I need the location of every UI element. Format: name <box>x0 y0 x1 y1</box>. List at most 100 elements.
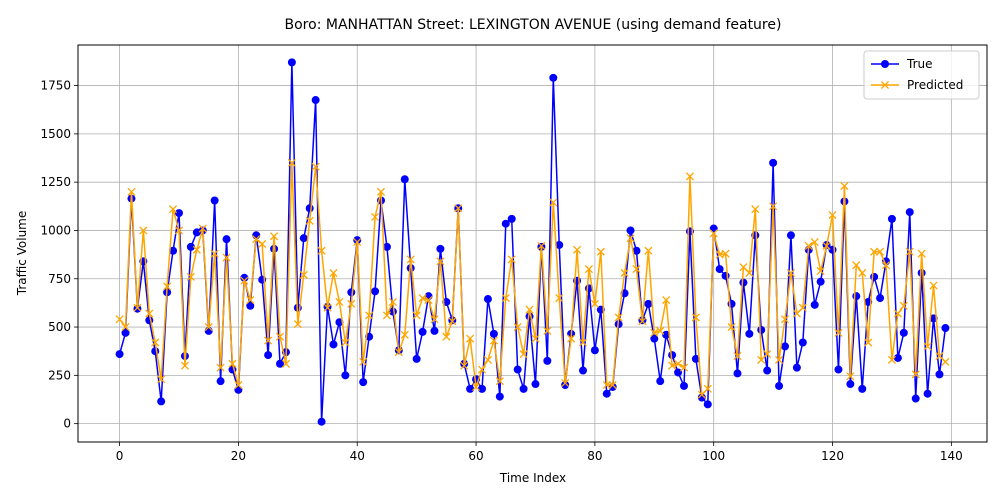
chart-title: Boro: MANHATTAN Street: LEXINGTON AVENUE… <box>285 17 782 33</box>
data-point <box>365 311 374 320</box>
legend-item: True <box>871 57 933 71</box>
data-point <box>584 265 594 274</box>
legend-box <box>863 50 980 100</box>
data-point <box>525 305 534 314</box>
data-point <box>275 332 285 341</box>
data-point <box>852 292 861 301</box>
data-point <box>460 361 469 370</box>
data-point <box>858 268 867 278</box>
data-point <box>870 247 879 256</box>
data-point <box>323 303 332 312</box>
data-point <box>133 304 142 313</box>
data-point <box>929 281 938 290</box>
data-point <box>644 246 653 255</box>
data-point <box>234 380 243 390</box>
data-point <box>572 245 582 254</box>
data-point <box>151 338 160 347</box>
x-tick-label: 120 <box>821 449 844 463</box>
data-point <box>115 315 124 324</box>
data-point <box>656 377 665 386</box>
x-tick-label: 60 <box>468 449 483 463</box>
data-point <box>709 229 718 238</box>
data-point <box>501 294 510 303</box>
data-point <box>240 276 249 285</box>
x-tick-label: 140 <box>940 449 963 463</box>
legend-item: Predicted <box>871 78 963 92</box>
data-point <box>691 313 700 322</box>
data-point <box>317 246 326 255</box>
data-point <box>264 351 273 360</box>
data-point <box>269 232 279 241</box>
data-point <box>543 356 552 365</box>
data-point <box>769 202 778 211</box>
data-point <box>139 226 148 235</box>
data-point <box>507 214 516 223</box>
data-point <box>852 261 861 270</box>
data-point <box>775 381 784 390</box>
data-point <box>763 366 772 375</box>
data-point <box>763 350 772 359</box>
data-point <box>305 204 314 213</box>
x-axis-label: Time Index <box>499 471 566 485</box>
data-point <box>175 209 183 218</box>
legend-label: Predicted <box>907 78 963 92</box>
data-point <box>293 320 302 329</box>
data-point <box>864 338 873 347</box>
data-point <box>347 299 356 308</box>
data-point <box>840 181 849 191</box>
data-point <box>501 219 510 228</box>
data-point <box>204 322 213 332</box>
data-point <box>781 342 789 351</box>
data-point <box>739 278 748 287</box>
data-point <box>935 370 944 379</box>
data-point <box>537 241 546 250</box>
y-tick-label: 1750 <box>40 79 71 93</box>
data-point <box>246 301 255 310</box>
data-point <box>305 216 314 225</box>
data-point <box>252 231 261 240</box>
data-point <box>721 271 730 280</box>
data-point <box>281 359 291 368</box>
series-line <box>118 61 947 423</box>
data-point <box>875 247 885 256</box>
data-point <box>668 361 677 370</box>
data-point <box>210 249 219 258</box>
data-point <box>299 270 308 279</box>
data-point <box>602 389 611 398</box>
data-point <box>620 268 629 278</box>
data-point <box>810 300 819 309</box>
data-point <box>774 355 784 364</box>
data-point <box>941 357 950 366</box>
data-point <box>359 357 368 366</box>
data-point <box>567 334 576 343</box>
data-point <box>287 58 296 67</box>
data-point <box>519 350 528 359</box>
data-point <box>180 361 190 370</box>
data-point <box>454 204 463 213</box>
data-point <box>733 351 742 361</box>
data-point <box>674 368 683 377</box>
data-point <box>430 326 439 335</box>
data-point <box>662 330 671 339</box>
data-point <box>228 359 237 368</box>
data-point <box>697 393 706 402</box>
data-point <box>466 334 475 343</box>
data-point <box>602 380 611 390</box>
data-point <box>679 363 689 372</box>
data-point <box>222 235 231 244</box>
data-point <box>466 384 475 393</box>
data-point <box>822 241 831 250</box>
data-point <box>222 253 231 262</box>
data-point <box>656 326 665 335</box>
data-point <box>258 239 267 249</box>
data-point <box>887 214 896 223</box>
data-point <box>436 244 445 253</box>
data-point <box>685 172 695 181</box>
data-point <box>353 237 362 247</box>
data-point <box>846 372 855 381</box>
data-point <box>436 257 445 266</box>
data-point <box>680 381 688 390</box>
data-point <box>341 371 350 380</box>
y-axis-ticks: 0 250 500 750 1000 1250 1500 1750 <box>40 79 78 431</box>
data-point <box>471 382 481 392</box>
